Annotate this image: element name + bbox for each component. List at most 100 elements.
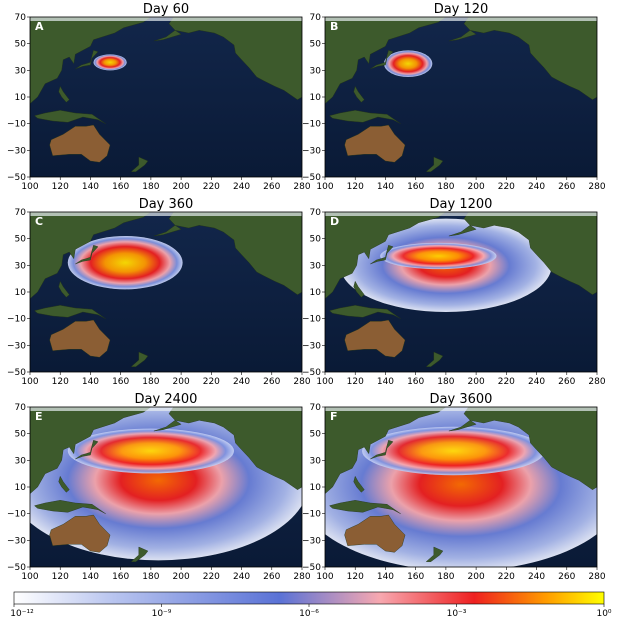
y-tick-label: 30 (15, 66, 27, 76)
land-phil (58, 475, 70, 493)
x-tick-label: 180 (142, 572, 159, 582)
x-tick-label: 120 (52, 182, 69, 192)
y-tick-label: −10 (7, 510, 26, 520)
y-tick-label: 30 (310, 456, 322, 466)
y-tick-label: −50 (302, 563, 321, 573)
land-phil (353, 475, 365, 493)
x-tick-label: 220 (203, 572, 220, 582)
colorbar-tick-label: 10⁻⁹ (152, 609, 172, 619)
x-tick-label: 280 (588, 182, 605, 192)
x-tick-label: 140 (377, 377, 394, 387)
y-tick-label: 10 (310, 288, 322, 298)
y-tick-label: 70 (15, 13, 27, 23)
colorbar: 10⁻¹² 10⁻⁹ 10⁻⁶ 10⁻³ 10⁰ (10, 591, 612, 619)
x-tick-label: 160 (407, 572, 424, 582)
y-tick-label: 30 (310, 261, 322, 271)
x-tick-label: 240 (528, 572, 545, 582)
x-tick-label: 220 (498, 377, 515, 387)
land-alaska_pen (448, 30, 477, 42)
panel-letter: B (330, 20, 338, 33)
y-tick-label: −10 (7, 315, 26, 325)
land-asia (30, 212, 152, 299)
x-tick-label: 200 (468, 377, 485, 387)
x-tick-label: 120 (347, 182, 364, 192)
y-tick-label: −30 (7, 341, 26, 351)
land-phil (58, 280, 70, 298)
land-phil (58, 85, 70, 103)
panel-title: Day 120 (434, 2, 489, 17)
y-tick-label: 50 (310, 40, 322, 50)
x-tick-label: 180 (142, 377, 159, 387)
panel-f: Day 3600 F 100 120 140 160 180 200 220 240 260 280 7… (302, 392, 606, 582)
x-tick-label: 280 (293, 377, 310, 387)
y-tick-label: 30 (15, 261, 27, 271)
y-tick-label: −50 (302, 173, 321, 183)
y-tick-label: −50 (302, 368, 321, 378)
x-tick-label: 100 (21, 377, 38, 387)
x-tick-label: 200 (173, 572, 190, 582)
x-tick-label: 140 (377, 572, 394, 582)
x-tick-label: 160 (112, 182, 129, 192)
colorbar-tick-label: 10⁻¹² (10, 609, 34, 619)
y-tick-label: −30 (7, 536, 26, 546)
x-tick-label: 180 (437, 377, 454, 387)
land-nz (130, 156, 149, 172)
y-tick-label: 10 (310, 93, 322, 103)
x-tick-label: 120 (52, 377, 69, 387)
y-tick-label: 50 (15, 235, 27, 245)
ice (30, 17, 302, 21)
land-australia (344, 319, 406, 358)
x-tick-label: 100 (21, 572, 38, 582)
panel-letter: C (35, 215, 43, 228)
x-tick-label: 260 (263, 182, 280, 192)
panel-c: Day 360 C 100 120 140 160 180 200 220 240 260 280 70… (7, 197, 311, 387)
x-tick-label: 220 (203, 182, 220, 192)
ice (325, 407, 597, 411)
land-indo (329, 500, 401, 514)
x-tick-label: 100 (316, 572, 333, 582)
land-nz (425, 156, 444, 172)
y-tick-label: 10 (15, 93, 27, 103)
x-tick-label: 260 (263, 377, 280, 387)
x-tick-label: 160 (407, 377, 424, 387)
panel-title: Day 2400 (135, 392, 198, 407)
colorbar-tick-label: 10⁻⁶ (299, 609, 319, 619)
x-tick-label: 240 (233, 377, 250, 387)
panel-title: Day 60 (143, 2, 189, 17)
x-tick-label: 180 (437, 182, 454, 192)
x-tick-label: 220 (203, 377, 220, 387)
y-tick-label: 10 (310, 483, 322, 493)
colorbar-tick-label: 10⁻³ (447, 609, 467, 619)
land-japan (75, 440, 99, 460)
panel-title: Day 3600 (430, 392, 493, 407)
ice (325, 212, 597, 216)
y-tick-label: −30 (302, 146, 321, 156)
x-tick-label: 160 (112, 377, 129, 387)
land-australia (49, 514, 111, 553)
x-tick-label: 100 (316, 377, 333, 387)
land-alaska_pen (448, 420, 477, 432)
land-asia (325, 17, 447, 104)
land-japan (370, 245, 394, 265)
x-tick-label: 160 (407, 182, 424, 192)
x-tick-label: 120 (52, 572, 69, 582)
x-tick-label: 100 (21, 182, 38, 192)
land-indo (329, 110, 401, 124)
panel-a: Day 60 A 100 120 140 160 180 200 220 240 260 280 70 5… (7, 2, 311, 192)
land-indo (34, 110, 106, 124)
land-alaska_pen (153, 420, 182, 432)
land-asia (325, 212, 447, 299)
y-tick-label: 70 (15, 403, 27, 413)
y-tick-label: 50 (15, 430, 27, 440)
y-tick-label: 30 (310, 66, 322, 76)
y-tick-label: 50 (310, 430, 322, 440)
x-tick-label: 200 (468, 572, 485, 582)
panel-title: Day 1200 (430, 197, 493, 212)
plume-b (383, 50, 433, 77)
land-japan (75, 245, 99, 265)
y-tick-label: −50 (7, 563, 26, 573)
ice (30, 407, 302, 411)
x-tick-label: 280 (293, 182, 310, 192)
panel-b: Day 120 B 100 120 140 160 180 200 220 240 260 280 70… (302, 2, 606, 192)
